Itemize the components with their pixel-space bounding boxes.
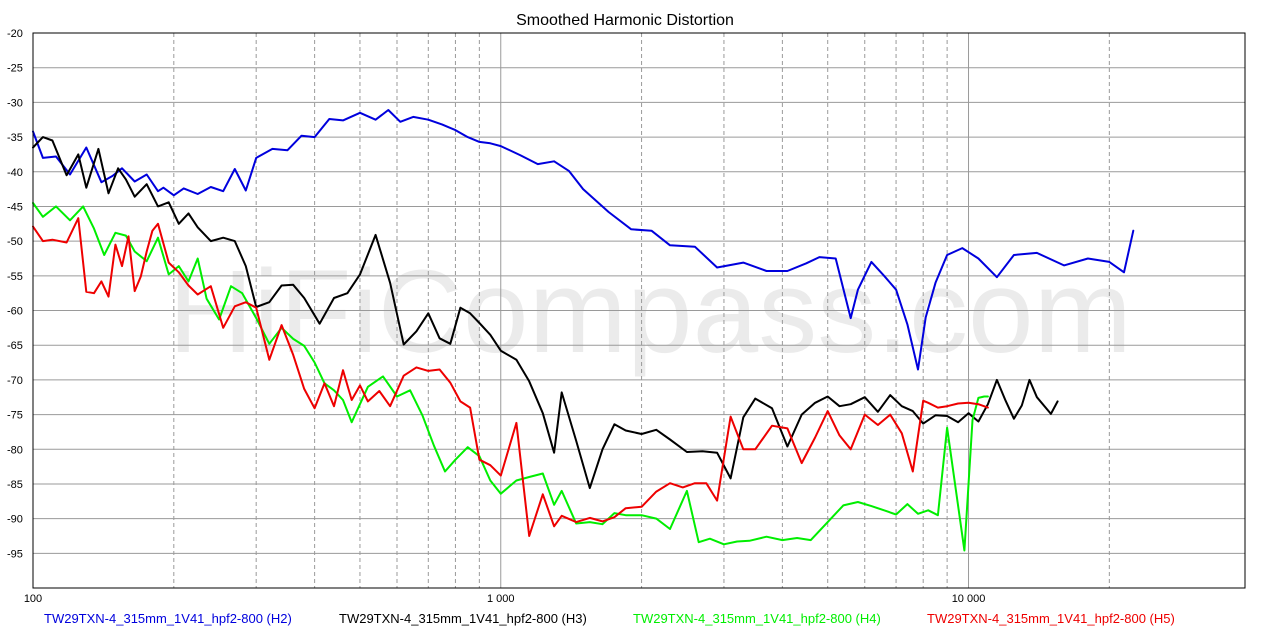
series-line-h2	[32, 109, 1135, 371]
y-tick-label: -85	[7, 479, 23, 491]
y-tick-label: -50	[7, 236, 23, 248]
series-line-h4	[32, 202, 989, 552]
series-layer	[32, 109, 1135, 552]
y-tick-label: -60	[7, 306, 23, 318]
legend-entry-h4: TW29TXN-4_315mm_1V41_hpf2-800 (H4)	[633, 611, 881, 626]
grid-layer	[33, 33, 1245, 588]
series-line-h5	[32, 217, 989, 537]
legend-entry-h3: TW29TXN-4_315mm_1V41_hpf2-800 (H3)	[339, 611, 587, 626]
x-tick-label: 10 000	[952, 593, 986, 605]
y-axis-ticks: -20 -25 -30 -35 -40 -45 -50 -55 -60 -65 -70 -75 -80 -…	[7, 28, 23, 560]
y-tick-label: -95	[7, 548, 23, 560]
y-tick-label: -55	[7, 271, 23, 283]
legend: TW29TXN-4_315mm_1V41_hpf2-800 (H2) TW29TX…	[44, 611, 1175, 626]
y-tick-label: -25	[7, 63, 23, 75]
chart-title: Smoothed Harmonic Distortion	[516, 12, 734, 29]
y-tick-label: -35	[7, 132, 23, 144]
y-tick-label: -40	[7, 167, 23, 179]
plot-frame	[32, 32, 1246, 589]
y-tick-label: -65	[7, 340, 23, 352]
y-tick-label: -30	[7, 97, 23, 109]
series-line-h3	[32, 136, 1059, 490]
legend-entry-h5: TW29TXN-4_315mm_1V41_hpf2-800 (H5)	[927, 611, 1175, 626]
y-tick-label: -20	[7, 28, 23, 40]
y-tick-label: -80	[7, 444, 23, 456]
y-tick-label: -45	[7, 201, 23, 213]
y-tick-label: -75	[7, 410, 23, 422]
watermark-logo: HiFiCompass.com	[168, 246, 1132, 378]
legend-entry-h2: TW29TXN-4_315mm_1V41_hpf2-800 (H2)	[44, 611, 292, 626]
y-tick-label: -70	[7, 375, 23, 387]
watermark-layer: HiFiCompass.com	[168, 246, 1132, 378]
y-tick-label: -90	[7, 514, 23, 526]
x-tick-label: 100	[24, 593, 42, 605]
x-axis-ticks: 100 1 000 10 000	[24, 593, 986, 605]
x-tick-label: 1 000	[487, 593, 515, 605]
